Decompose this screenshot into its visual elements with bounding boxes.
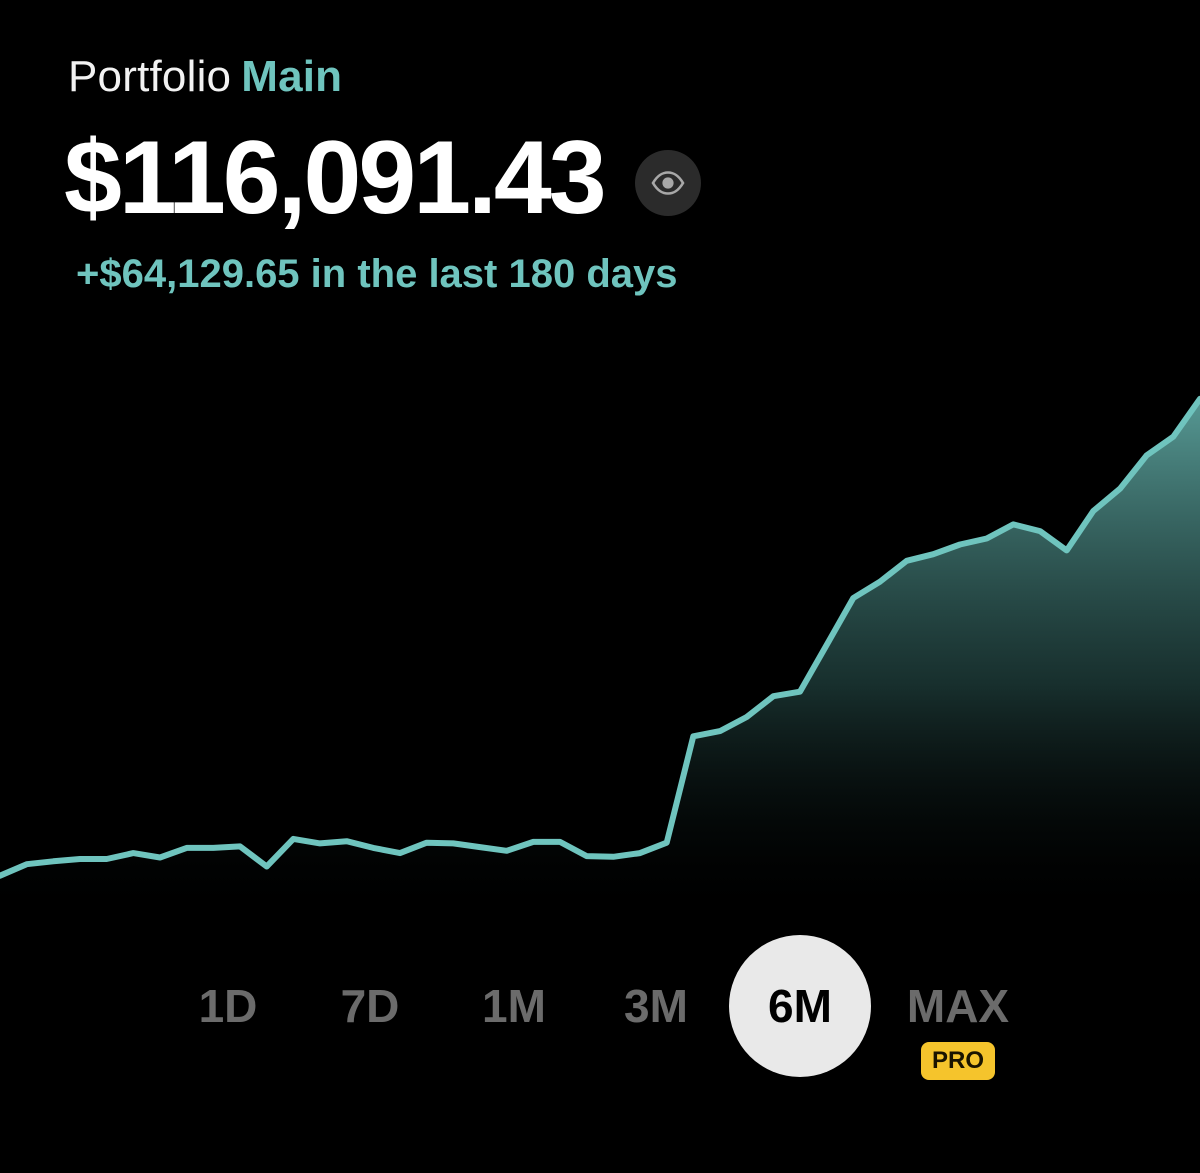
range-1d[interactable]: 1D: [198, 980, 258, 1032]
portfolio-balance: $116,091.43: [64, 120, 607, 236]
range-6m[interactable]: 6M: [729, 935, 871, 1077]
chart-area-fill: [0, 398, 1200, 920]
range-1m[interactable]: 1M: [482, 980, 546, 1032]
change-summary: +$64,129.65 in the last 180 days: [76, 252, 678, 296]
range-7d[interactable]: 7D: [340, 980, 400, 1032]
portfolio-chart[interactable]: [0, 340, 1200, 920]
portfolio-header[interactable]: Portfolio Main: [68, 52, 342, 102]
range-3m[interactable]: 3M: [624, 980, 688, 1032]
portfolio-label: Portfolio: [68, 52, 232, 101]
toggle-visibility-button[interactable]: [635, 150, 701, 216]
time-range-selector: 1D 7D 1M 3M 6M MAX: [0, 935, 1200, 1085]
portfolio-name[interactable]: Main: [241, 52, 343, 101]
pro-badge: PRO: [921, 1042, 995, 1080]
chart-value-line: [0, 395, 1200, 879]
eye-icon: [651, 171, 685, 195]
range-max[interactable]: MAX: [906, 980, 1010, 1032]
